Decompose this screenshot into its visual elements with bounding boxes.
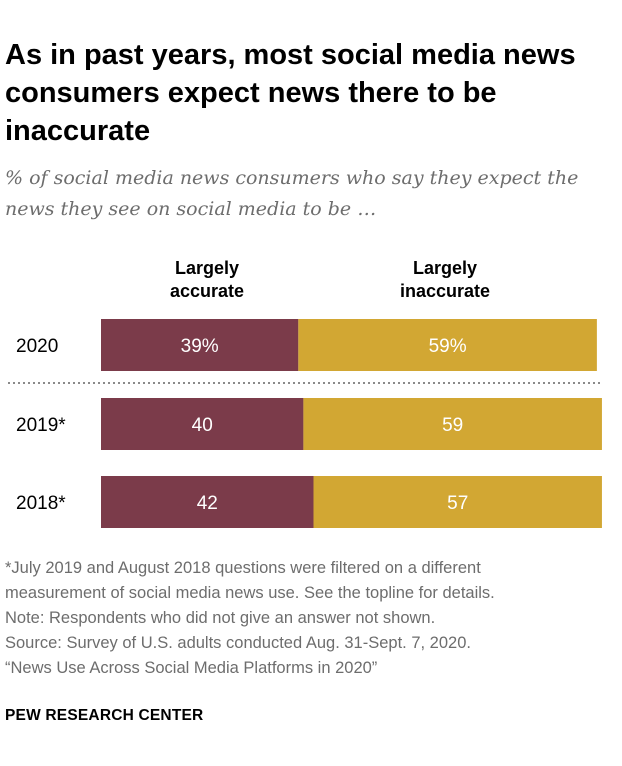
- value-label-accurate-2019: 40: [192, 415, 213, 436]
- legend-largely-inaccurate: Largely inaccurate: [370, 257, 520, 303]
- chart-subtitle: % of social media news consumers who say…: [5, 167, 579, 220]
- legend-accurate-line2: accurate: [169, 281, 245, 301]
- footnote-note: Note: Respondents who did not give an an…: [5, 609, 436, 627]
- year-label-2018: 2018*: [16, 493, 66, 514]
- value-label-inaccurate-2018: 57: [447, 493, 468, 514]
- legend-accurate-line1: Largely: [174, 258, 240, 278]
- bar-inaccurate-2018: [313, 476, 602, 528]
- legend-inaccurate-line1: Largely: [412, 258, 478, 278]
- legend-inaccurate-line2: inaccurate: [399, 281, 491, 301]
- bar-accurate-2019: [101, 398, 304, 450]
- year-label-2020: 2020: [16, 336, 58, 357]
- bar-inaccurate-2020: [298, 319, 597, 371]
- bar-accurate-2018: [101, 476, 314, 528]
- footnote-source: Source: Survey of U.S. adults conducted …: [5, 634, 471, 652]
- bar-inaccurate-2019: [303, 398, 602, 450]
- value-label-inaccurate-2020: 59%: [429, 336, 467, 357]
- stacked-bar-chart: 2020 39% 59% 2019* 40 59 2018* 42 57: [8, 319, 603, 528]
- value-label-accurate-2020: 39%: [181, 336, 219, 357]
- bar-accurate-2020: [101, 319, 299, 371]
- value-label-accurate-2018: 42: [197, 493, 218, 514]
- year-label-2019: 2019*: [16, 415, 66, 436]
- legend-largely-accurate: Largely accurate: [132, 257, 282, 303]
- footnote-line-2: measurement of social media news use. Se…: [5, 584, 495, 602]
- value-label-inaccurate-2019: 59: [442, 415, 463, 436]
- footnote-line-1: *July 2019 and August 2018 questions wer…: [5, 559, 481, 577]
- pew-research-center-logo: PEW RESEARCH CENTER: [5, 707, 204, 724]
- footnotes: *July 2019 and August 2018 questions wer…: [5, 556, 617, 681]
- footnote-report: “News Use Across Social Media Platforms …: [5, 659, 378, 677]
- chart-title: As in past years, most social media news…: [5, 39, 576, 147]
